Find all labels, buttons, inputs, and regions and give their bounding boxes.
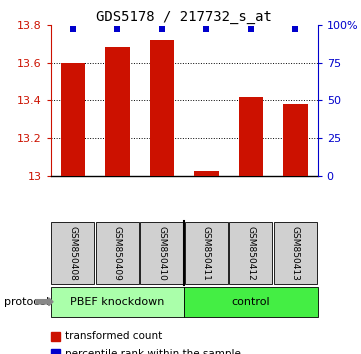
Text: GSM850410: GSM850410 bbox=[157, 225, 166, 281]
Bar bbox=[239, 97, 263, 176]
Bar bbox=[194, 171, 219, 176]
Text: GSM850411: GSM850411 bbox=[202, 225, 211, 281]
Text: percentile rank within the sample: percentile rank within the sample bbox=[65, 349, 241, 354]
Text: PBEF knockdown: PBEF knockdown bbox=[70, 297, 165, 307]
Bar bbox=[61, 63, 85, 176]
Text: transformed count: transformed count bbox=[65, 331, 162, 341]
Text: GSM850409: GSM850409 bbox=[113, 225, 122, 281]
Text: GSM850408: GSM850408 bbox=[68, 225, 77, 281]
Text: GSM850413: GSM850413 bbox=[291, 225, 300, 281]
Title: GDS5178 / 217732_s_at: GDS5178 / 217732_s_at bbox=[96, 10, 272, 24]
Bar bbox=[105, 47, 130, 176]
Bar bbox=[149, 40, 174, 176]
Text: GSM850412: GSM850412 bbox=[247, 226, 255, 280]
Text: control: control bbox=[232, 297, 270, 307]
Bar bbox=[283, 104, 308, 176]
Text: protocol: protocol bbox=[4, 297, 49, 307]
